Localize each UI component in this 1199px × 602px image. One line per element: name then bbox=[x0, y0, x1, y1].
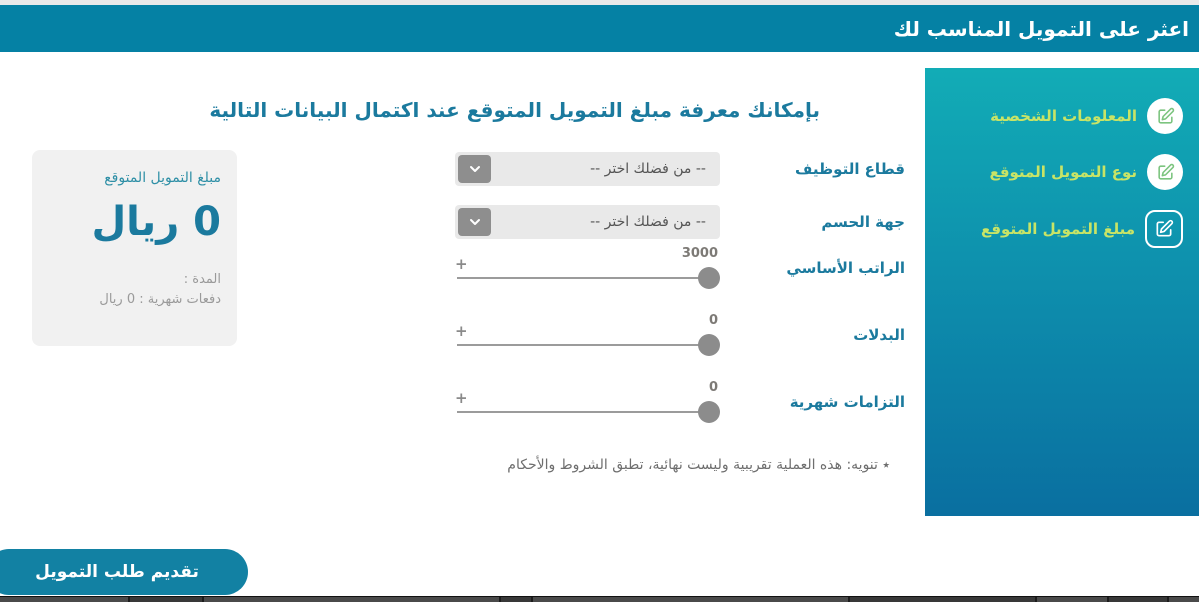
field-label: الراتب الأساسي bbox=[786, 259, 905, 277]
allowances-slider[interactable]: 0 + bbox=[455, 313, 720, 357]
footer-strip bbox=[0, 596, 1199, 602]
page-title: اعثر على التمويل المناسب لك bbox=[893, 16, 1189, 41]
submit-financing-request-button[interactable]: تقديم طلب التمويل bbox=[0, 549, 248, 595]
form-row-basic-salary: الراتب الأساسي 3000 + bbox=[455, 246, 905, 290]
edit-pencil-icon bbox=[1147, 98, 1183, 134]
footer-strip-segment bbox=[501, 597, 531, 602]
form-row-deduction-entity: جهة الحسم -- من فضلك اختر -- bbox=[455, 205, 905, 239]
monthly-payments-label: دفعات شهرية : 0 ريال bbox=[99, 292, 221, 308]
section-title: بإمكانك معرفة مبلغ التمويل المتوقع عند ا… bbox=[209, 98, 820, 122]
slider-value: 0 bbox=[708, 380, 718, 395]
chevron-down-icon[interactable] bbox=[458, 155, 491, 183]
form-row-allowances: البدلات 0 + bbox=[455, 313, 905, 357]
sidebar-item-label: نوع التمويل المتوقع bbox=[989, 163, 1137, 181]
summary-title: مبلغ التمويل المتوقع bbox=[104, 170, 221, 186]
chevron-down-icon[interactable] bbox=[458, 208, 491, 236]
expected-amount-value: 0 ريال bbox=[91, 199, 221, 245]
plus-icon[interactable]: + bbox=[455, 389, 468, 407]
duration-label: المدة : bbox=[183, 272, 221, 287]
slider-track[interactable] bbox=[457, 344, 718, 346]
monthly-obligations-slider[interactable]: 0 + bbox=[455, 380, 720, 424]
footer-strip-segment bbox=[0, 597, 128, 602]
footer-strip-segment bbox=[850, 597, 1035, 602]
footer-strip-segment bbox=[533, 597, 848, 602]
select-placeholder: -- من فضلك اختر -- bbox=[590, 161, 706, 177]
footer-strip-segment bbox=[1037, 597, 1107, 602]
summary-meta: المدة : دفعات شهرية : 0 ريال bbox=[48, 270, 221, 310]
sidebar-item-label: مبلغ التمويل المتوقع bbox=[980, 220, 1135, 238]
slider-handle[interactable] bbox=[698, 334, 720, 356]
sidebar-item-financing-type[interactable]: نوع التمويل المتوقع bbox=[925, 154, 1183, 190]
top-strip bbox=[0, 0, 1199, 5]
field-label: البدلات bbox=[853, 326, 905, 344]
header-bar: اعثر على التمويل المناسب لك bbox=[0, 5, 1199, 52]
basic-salary-slider[interactable]: 3000 + bbox=[455, 246, 720, 290]
edit-pencil-icon bbox=[1147, 154, 1183, 190]
sidebar-item-personal-info[interactable]: المعلومات الشخصية bbox=[925, 98, 1183, 134]
plus-icon[interactable]: + bbox=[455, 322, 468, 340]
footer-strip-segment bbox=[1109, 597, 1167, 602]
slider-handle[interactable] bbox=[698, 267, 720, 289]
edit-pencil-icon bbox=[1145, 210, 1183, 248]
slider-track[interactable] bbox=[457, 277, 718, 279]
sidebar-item-financing-amount[interactable]: مبلغ التمويل المتوقع bbox=[925, 210, 1183, 248]
field-label: التزامات شهرية bbox=[789, 393, 905, 411]
footer-strip-segment bbox=[130, 597, 202, 602]
form-row-monthly-obligations: التزامات شهرية 0 + bbox=[455, 380, 905, 424]
sidebar-item-label: المعلومات الشخصية bbox=[990, 107, 1137, 125]
expected-amount-card: مبلغ التمويل المتوقع 0 ريال المدة : دفعا… bbox=[32, 150, 237, 346]
slider-handle[interactable] bbox=[698, 401, 720, 423]
footer-strip-segment bbox=[1169, 597, 1199, 602]
employment-sector-select[interactable]: -- من فضلك اختر -- bbox=[455, 152, 720, 186]
slider-value: 3000 bbox=[681, 246, 718, 261]
steps-sidebar: المعلومات الشخصية نوع التمويل المتوقع مب… bbox=[925, 68, 1199, 516]
slider-value: 0 bbox=[708, 313, 718, 328]
field-label: جهة الحسم bbox=[821, 213, 905, 231]
disclaimer-note: ٭ تنويه: هذه العملية تقريبية وليست نهائي… bbox=[507, 457, 890, 473]
financing-form: قطاع التوظيف -- من فضلك اختر -- جهة الحس… bbox=[455, 152, 905, 473]
deduction-entity-select[interactable]: -- من فضلك اختر -- bbox=[455, 205, 720, 239]
footer-strip-segment bbox=[204, 597, 499, 602]
form-row-employment-sector: قطاع التوظيف -- من فضلك اختر -- bbox=[455, 152, 905, 186]
slider-track[interactable] bbox=[457, 411, 718, 413]
select-placeholder: -- من فضلك اختر -- bbox=[590, 214, 706, 230]
field-label: قطاع التوظيف bbox=[795, 160, 905, 178]
plus-icon[interactable]: + bbox=[455, 255, 468, 273]
